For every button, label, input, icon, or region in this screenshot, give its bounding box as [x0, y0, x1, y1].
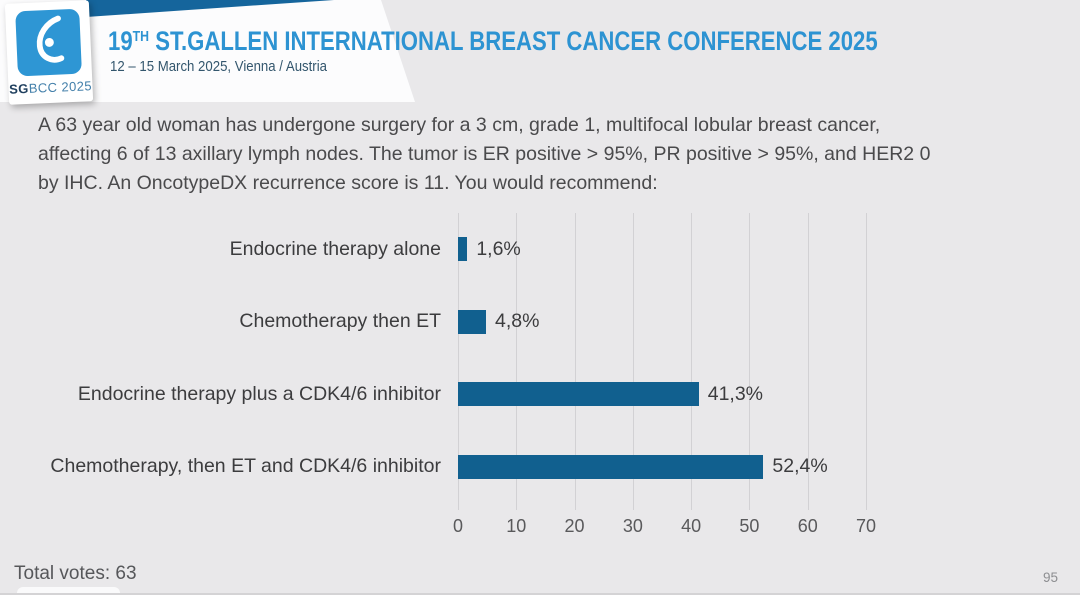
category-label: Chemotherapy then ET	[239, 310, 441, 333]
gridline-20	[574, 213, 576, 510]
gridline-10	[516, 213, 518, 510]
category-label: Endocrine therapy alone	[229, 237, 441, 260]
bar-chart: 0 10 20 30 40 50 60 70 Endocrine therapy alone 1,…	[0, 213, 1080, 563]
chart-row-2: Chemotherapy then ET 4,8%	[0, 286, 1080, 359]
value-label: 4,8%	[494, 310, 540, 333]
x-tick-label-10: 10	[506, 516, 527, 536]
bar	[458, 382, 699, 407]
breast-symbol-icon	[21, 12, 76, 73]
x-tick-label-60: 60	[797, 516, 818, 536]
bar	[458, 454, 764, 479]
votes-highlight-bar	[17, 587, 120, 595]
value-label: 1,6%	[476, 237, 521, 260]
bar	[458, 309, 486, 334]
question-line-1: A 63 year old woman has undergone surger…	[38, 114, 881, 136]
gridline-0	[458, 213, 459, 510]
x-tick-label-50: 50	[739, 516, 760, 536]
logo-text-sg: SG	[8, 80, 30, 97]
value-label: 52,4%	[772, 455, 828, 478]
gridline-30	[632, 213, 634, 510]
title-rest: ST.GALLEN INTERNATIONAL BREAST CANCER CO…	[149, 26, 878, 56]
chart-row-1: Endocrine therapy alone 1,6%	[0, 213, 1080, 286]
conference-subtitle: 12 – 15 March 2025, Vienna / Austria	[110, 58, 327, 75]
chart-row-4: Chemotherapy, then ET and CDK4/6 inhibit…	[0, 431, 1080, 504]
x-tick-label-30: 30	[622, 516, 643, 536]
gridline-50	[749, 213, 751, 510]
total-votes-label: Total votes: 63	[14, 563, 137, 584]
logo-text-bcc: BCC 2025	[28, 78, 93, 96]
x-tick-label-20: 20	[564, 516, 585, 536]
title-superscript: TH	[132, 28, 150, 45]
x-tick-label-40: 40	[681, 516, 702, 536]
sgbcc-logo: SGBCC 2025	[4, 0, 94, 105]
logo-badge-text: SGBCC 2025	[9, 78, 92, 97]
bottom-edge	[0, 593, 1080, 595]
title-number: 19	[108, 26, 133, 56]
page-number: 95	[1042, 570, 1058, 585]
gridline-40	[691, 213, 693, 510]
gridline-70	[866, 213, 867, 510]
value-label: 41,3%	[707, 382, 764, 405]
x-tick-label-0: 0	[452, 516, 464, 536]
conference-title: 19TH ST.GALLEN INTERNATIONAL BREAST CANC…	[108, 22, 878, 56]
question-line-3: by IHC. An OncotypeDX recurrence score i…	[38, 172, 658, 194]
question-text: A 63 year old woman has undergone surger…	[38, 111, 930, 198]
question-line-2: affecting 6 of 13 axillary lymph nodes. …	[38, 143, 931, 165]
gridline-60	[807, 213, 809, 510]
category-label: Endocrine therapy plus a CDK4/6 inhibito…	[77, 382, 441, 405]
category-label: Chemotherapy, then ET and CDK4/6 inhibit…	[50, 455, 441, 478]
chart-row-3: Endocrine therapy plus a CDK4/6 inhibito…	[0, 358, 1080, 431]
logo-square	[15, 8, 82, 77]
x-tick-label-70: 70	[855, 516, 877, 536]
bar	[458, 237, 468, 262]
